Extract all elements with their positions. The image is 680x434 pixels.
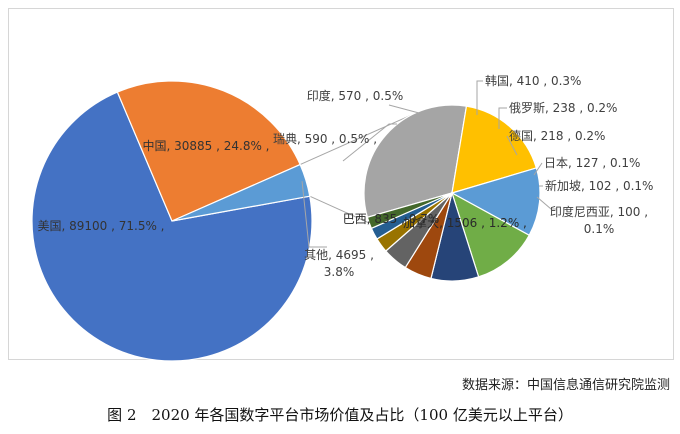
leader-53705ea6: [388, 104, 420, 114]
label-sub-65b052a05761: 新加坡, 102 , 0.1%: [545, 178, 653, 193]
main-slice-51764ed6: [171, 163, 311, 222]
main-slice-7f8e56fd: [31, 91, 313, 361]
leader-5fb756fd: [506, 135, 518, 156]
pie-of-pie-chart: 美国, 89100 , 71.5% , 中国, 30885 , 24.8% , 其他…: [31, 73, 654, 361]
label-main-51764ed6: 其他, 4695 , 3.8%: [304, 248, 374, 279]
connector-bottom: [309, 195, 370, 224]
label-main-7f8e56fd: 美国, 89100 , 71.5% ,: [38, 219, 165, 233]
label-sub-65e5672c: 日本, 127 , 0.1%: [544, 156, 640, 170]
leader-51764ed6: [301, 181, 327, 248]
sub-slice-53705ea65c3c897f4e9a: [366, 192, 453, 230]
leader-745e5178: [342, 123, 397, 162]
label-sub-4fc47f5765af: 俄罗斯, 238 , 0.2%: [509, 101, 617, 115]
figure-caption: 图 2 2020 年各国数字平台市场价值及占比（100 亿美元以上平台）: [107, 406, 573, 424]
sub-slice-53705ea6: [450, 191, 531, 278]
main-pie: [31, 80, 313, 361]
chart-frame: 美国, 89100 , 71.5% , 中国, 30885 , 24.8% , 其他…: [8, 8, 674, 361]
sub-slice-52a062ff5927: [363, 104, 468, 219]
label-sub-745e5178: 瑞典, 590 , 0.5% ,: [273, 132, 377, 146]
data-source-note: 数据来源：中国信息通信研究院监测: [461, 378, 670, 393]
leader-97e956fd: [476, 80, 483, 115]
leader-lines: [301, 80, 557, 248]
leader-65e5672c: [533, 162, 543, 176]
label-sub-5df4897f: 巴西, 835 , 0.7%: [343, 212, 439, 226]
label-sub-97e956fd: 韩国, 410 , 0.3%: [485, 73, 581, 88]
label-sub-5fb756fd: 德国, 218 , 0.2%: [509, 128, 605, 143]
label-sub-53705ea6: 印度, 570 , 0.5%: [307, 88, 403, 103]
main-slice-4e2d56fd: [116, 80, 301, 222]
sub-slice-745e5178: [450, 167, 541, 237]
leader-4fc47f5765af: [498, 107, 507, 129]
label-sub-53705ea65c3c897f4e9a: 印度尼西亚, 100 , 0.1%: [550, 204, 648, 236]
label-sub-52a062ff5927: 加拿大, 1506 , 1.2% ,: [403, 215, 527, 230]
data-labels: 美国, 89100 , 71.5% , 中国, 30885 , 24.8% , 其他…: [38, 73, 654, 279]
secondary-pie: [363, 104, 541, 282]
leader-53705ea65c3c897f4e9a: [536, 196, 557, 210]
label-main-4e2d56fd: 中国, 30885 , 24.8% ,: [143, 138, 270, 153]
sub-slice-5df4897f: [451, 105, 538, 194]
